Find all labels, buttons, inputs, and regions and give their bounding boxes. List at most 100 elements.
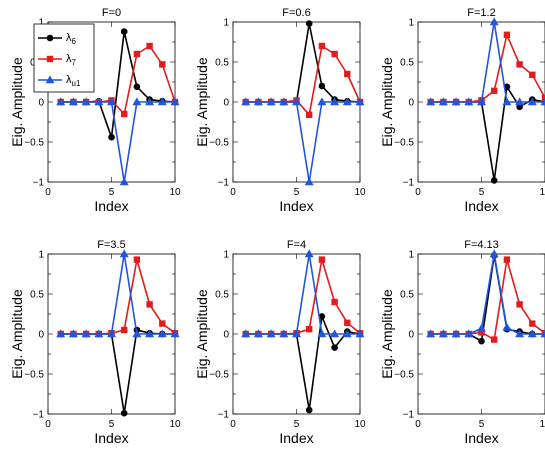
data-point [305,20,313,27]
data-point [438,97,448,106]
legend-subscript: 7 [72,58,77,67]
y-tick-label: 0.5 [215,58,229,69]
y-tick-label: −0.5 [24,138,44,149]
data-point [540,329,545,338]
data-point [331,344,338,351]
data-point [342,97,352,106]
y-tick-label: 1 [223,250,229,261]
data-point [477,323,486,332]
series-line [60,101,175,183]
data-point [157,329,167,338]
data-point [133,256,141,263]
series-3 [426,17,545,106]
series-1 [57,326,179,417]
data-point [94,329,104,338]
data-point [266,97,276,106]
series-3 [56,249,180,338]
series-3 [241,249,365,338]
y-tick-label: 0 [223,330,229,341]
data-point [503,256,511,263]
legend-symbol: λ [66,53,72,65]
data-point [489,17,499,26]
data-point [253,97,263,106]
data-point [292,97,301,106]
x-axis-label: Index [464,430,498,446]
data-point [133,50,141,58]
legend-entry: λ6 [66,32,77,46]
data-point [81,329,91,338]
y-tick-label: −1 [33,410,45,421]
data-point [146,301,153,308]
data-point [145,97,155,106]
data-point [342,329,352,338]
data-point [502,97,512,106]
data-point [464,329,474,338]
x-tick-label: 0 [230,419,236,430]
y-axis-label: Eig. Amplitude [9,289,25,379]
y-tick-label: 0.5 [215,290,229,301]
x-tick-label: 10 [539,419,545,430]
data-point [145,329,155,338]
series-line [60,253,175,335]
series-1 [242,313,364,414]
x-tick-label: 5 [109,419,115,430]
y-axis-label: Eig. Amplitude [194,57,210,147]
data-point [491,336,498,343]
y-axis-label: Eig. Amplitude [379,289,395,379]
legend-symbol: λ [66,32,72,44]
y-tick-label: 1 [38,18,44,29]
data-point [120,409,128,417]
y-tick-label: 1 [223,18,229,29]
y-axis-label: Eig. Amplitude [9,57,25,147]
data-point [317,97,327,106]
data-point [132,329,142,338]
y-tick-label: 0 [38,330,44,341]
data-point [157,97,167,106]
legend-subscript: u1 [72,79,81,88]
y-tick-label: 0 [38,98,44,109]
data-point [515,329,525,338]
series-line [430,254,545,343]
data-point [330,97,340,106]
series-line [430,253,545,335]
data-point [477,97,486,106]
y-axis-label: Eig. Amplitude [194,289,210,379]
data-point [490,177,498,184]
data-point [489,249,499,258]
series-line [245,45,361,116]
x-tick-label: 10 [354,187,366,198]
data-point [355,329,365,338]
data-point [241,329,251,338]
legend-box [33,23,95,93]
y-tick-label: −0.5 [209,370,229,381]
x-tick-label: 0 [45,419,51,430]
x-tick-label: 5 [479,187,485,198]
data-point [515,97,525,106]
subplot-title: F=0.6 [282,7,310,19]
data-point [305,406,313,414]
data-point [253,329,263,338]
series-line [245,101,360,183]
data-point [146,42,153,50]
y-tick-label: 1 [408,18,414,29]
subplot-title: F=3.5 [97,239,125,251]
data-point [56,97,66,106]
y-tick-label: −1 [218,410,230,421]
data-point [304,177,314,186]
y-tick-label: 0.5 [30,290,44,301]
data-point [330,329,340,338]
data-point [540,97,545,106]
data-point [119,177,129,186]
data-point [133,83,141,91]
series-line [430,21,545,103]
data-point [279,97,289,106]
y-tick-label: 1 [408,250,414,261]
y-tick-label: −0.5 [209,138,229,149]
series-line [430,86,545,182]
data-point [306,111,313,118]
data-point [331,298,338,306]
